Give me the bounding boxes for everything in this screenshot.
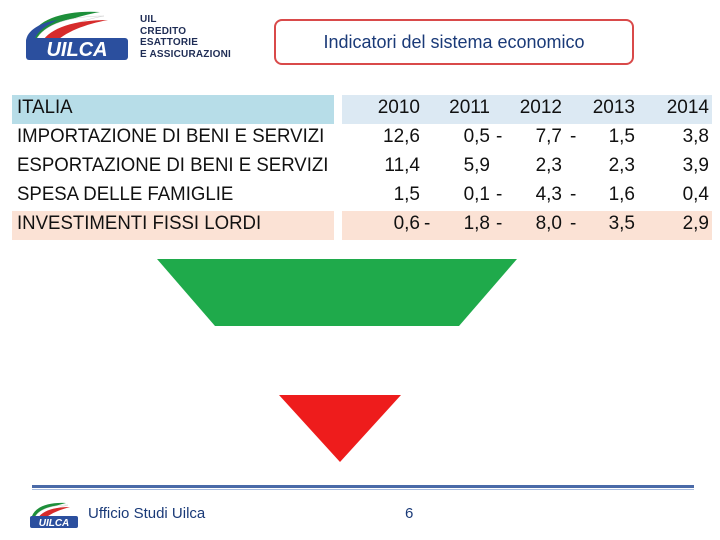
row-value: 3,5: [608, 213, 635, 234]
minus-sign: -: [570, 126, 577, 147]
row-value: 0,1: [463, 184, 490, 205]
year-header: 2012: [519, 97, 562, 118]
page-title: Indicatori del sistema economico: [323, 31, 585, 52]
table-row: SPESA DELLE FAMIGLIE 1,5 0,1 - 4,3 - 1,6…: [12, 182, 712, 211]
row-value: 11,4: [384, 155, 420, 176]
org-line: UIL: [140, 14, 157, 25]
row-value: 0,5: [463, 126, 490, 147]
table-row-highlighted: INVESTIMENTI FISSI LORDI 0,6 - 1,8 - 8,0…: [12, 211, 712, 240]
year-header: 2010: [377, 97, 420, 118]
org-line: ESATTORIE: [140, 37, 199, 48]
row-value: 3,8: [682, 126, 709, 147]
row-value: 0,6: [393, 213, 420, 234]
footer-divider: [32, 485, 694, 488]
minus-sign: -: [496, 184, 503, 205]
page-number: 6: [405, 505, 414, 522]
org-name: UIL CREDITO ESATTORIE E ASSICURAZIONI: [140, 14, 231, 60]
minus-sign: -: [570, 184, 577, 205]
row-value: 12,6: [383, 126, 420, 147]
minus-sign: -: [496, 213, 503, 234]
year-header: 2013: [592, 97, 635, 118]
row-value: 5,9: [463, 155, 490, 176]
row-value: 0,4: [682, 184, 709, 205]
footer-logo-icon: UILCA: [30, 502, 78, 529]
year-header: 2014: [666, 97, 709, 118]
table-row: IMPORTAZIONE DI BENI E SERVIZI 12,6 0,5 …: [12, 124, 712, 153]
row-label: IMPORTAZIONE DI BENI E SERVIZI: [17, 126, 325, 147]
row-value: 1,6: [608, 184, 635, 205]
org-line: E ASSICURAZIONI: [140, 48, 231, 60]
org-line: CREDITO: [140, 25, 187, 37]
row-label: ESPORTAZIONE DI BENI E SERVIZI: [17, 155, 329, 176]
row-label: SPESA DELLE FAMIGLIE: [17, 184, 234, 205]
title-box: Indicatori del sistema economico: [274, 19, 634, 65]
row-value: 3,9: [682, 155, 709, 176]
indicators-table: ITALIA 2010 2011 2012 2013 2014 IMPORTAZ…: [12, 95, 712, 240]
row-value: 1,5: [393, 184, 420, 205]
table-row: ESPORTAZIONE DI BENI E SERVIZI 11,4 5,9 …: [12, 153, 712, 182]
red-triangle-shape: [279, 395, 401, 462]
row-value: 4,3: [535, 184, 562, 205]
table-header-row: ITALIA 2010 2011 2012 2013 2014: [12, 95, 712, 124]
minus-sign: -: [496, 126, 503, 147]
logo-word: UILCA: [46, 39, 107, 61]
uilca-logo: UILCA UIL CREDITO ESATTORIE E ASSICURAZI…: [22, 8, 242, 68]
footer-logo-word: UILCA: [39, 518, 70, 529]
minus-sign: -: [424, 213, 431, 234]
footer-divider-thin: [32, 489, 694, 490]
row-value: 2,3: [608, 155, 635, 176]
footer-text: Ufficio Studi Uilca: [88, 505, 206, 522]
row-value: 1,5: [608, 126, 635, 147]
row-label: INVESTIMENTI FISSI LORDI: [17, 213, 262, 234]
green-trapezoid-shape: [157, 259, 517, 326]
row-value: 8,0: [535, 213, 562, 234]
uilca-emblem-icon: UILCA: [26, 11, 128, 61]
minus-sign: -: [570, 213, 577, 234]
year-header: 2011: [449, 97, 490, 118]
row-value: 1,8: [463, 213, 490, 234]
row-value: 2,9: [682, 213, 709, 234]
row-value: 2,3: [535, 155, 562, 176]
row-value: 7,7: [535, 126, 562, 147]
table-header-label: ITALIA: [17, 97, 73, 118]
